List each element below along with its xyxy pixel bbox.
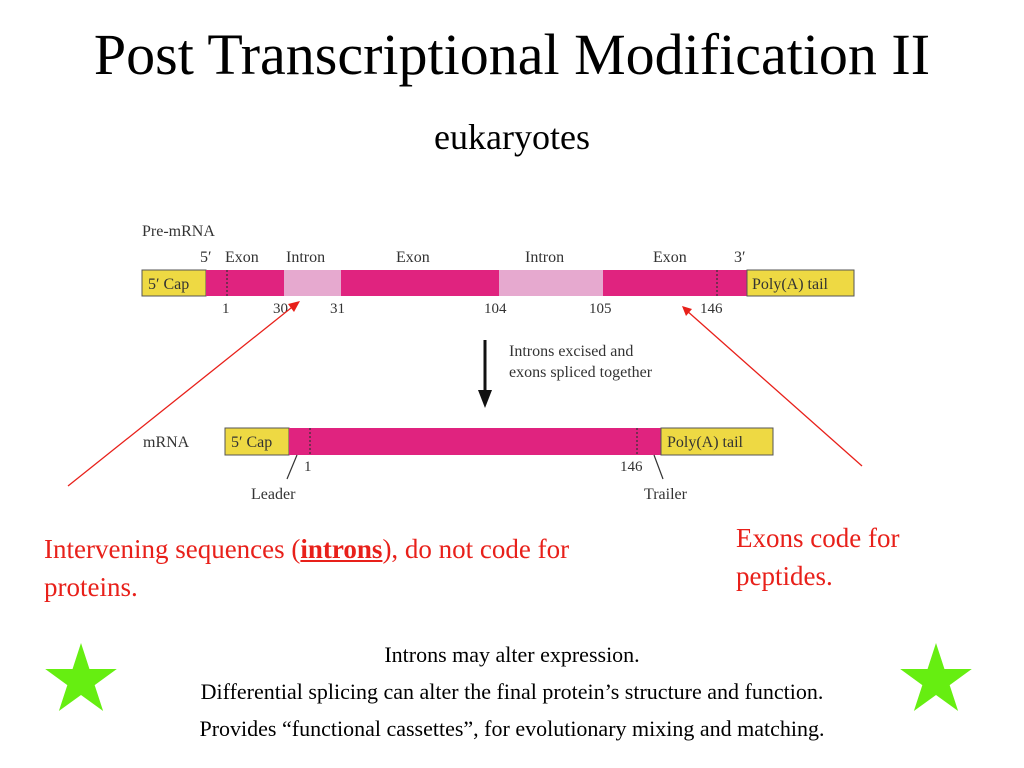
segment-label-intron-2: Intron [525, 249, 564, 266]
segment-label-exon-3: Exon [653, 249, 687, 266]
mrna-label: mRNA [143, 434, 190, 451]
note-line-2: Differential splicing can alter the fina… [200, 679, 824, 704]
pre-mrna-intron-2 [499, 270, 603, 296]
segment-label-exon-1: Exon [225, 249, 259, 266]
exons-annotation: Exons code for peptides. [736, 523, 900, 591]
pre-mrna-label: Pre-mRNA [142, 223, 215, 240]
introns-annotation-pre: Intervening sequences ( [44, 534, 301, 564]
exon-pointer-line [685, 309, 863, 467]
position-1: 1 [222, 301, 230, 317]
pre-mrna-exon-2 [341, 270, 499, 296]
pre-mrna-intron-1 [284, 270, 341, 296]
leader-pointer [286, 454, 298, 480]
position-30: 30 [273, 301, 288, 317]
pre-mrna-exon-1 [206, 270, 284, 296]
mrna-poly-a-label: Poly(A) tail [667, 434, 744, 451]
intron-pointer-head [288, 301, 300, 312]
mrna-poly-a [660, 427, 774, 456]
introns-keyword: introns [300, 534, 383, 564]
green-star-icon [900, 643, 972, 711]
process-text-line-2: exons spliced together [509, 364, 653, 381]
position-105: 105 [589, 301, 612, 317]
pre-mrna-cap-label: 5′ Cap [148, 276, 189, 293]
position-146: 146 [700, 301, 723, 317]
pre-mrna-exon-3 [603, 270, 747, 296]
trailer-label: Trailer [644, 486, 688, 503]
mrna-cap-label: 5′ Cap [231, 434, 272, 451]
slide-title: Post Transcriptional Modification II [93, 22, 931, 87]
position-31: 31 [330, 301, 345, 317]
position-104: 104 [484, 301, 507, 317]
five-prime-label: 5′ [200, 249, 212, 266]
slide-subtitle: eukaryotes [434, 117, 590, 157]
process-arrow-head [478, 390, 492, 408]
three-prime-label: 3′ [734, 249, 746, 266]
intron-pointer-line [67, 303, 297, 487]
segment-label-intron-1: Intron [286, 249, 325, 266]
mrna-position-146: 146 [620, 459, 643, 475]
note-line-1: Introns may alter expression. [384, 642, 640, 667]
trailer-pointer [653, 454, 664, 480]
introns-annotation: Intervening sequences (introns), do not … [44, 530, 624, 606]
process-text-line-1: Introns excised and [509, 343, 633, 360]
green-star-icon [45, 643, 117, 711]
pre-mrna-poly-a-label: Poly(A) tail [752, 276, 829, 293]
segment-label-exon-2: Exon [396, 249, 430, 266]
pre-mrna-poly-a [746, 269, 855, 297]
mrna-exons [289, 428, 661, 455]
note-line-3: Provides “functional cassettes”, for evo… [199, 716, 825, 741]
notes-block: Introns may alter expression. Differenti… [0, 636, 1024, 747]
leader-label: Leader [251, 486, 296, 503]
mrna-position-1: 1 [304, 459, 312, 475]
introns-annotation-post: ), do not code for proteins. [44, 534, 570, 602]
exon-pointer-head [682, 306, 692, 316]
